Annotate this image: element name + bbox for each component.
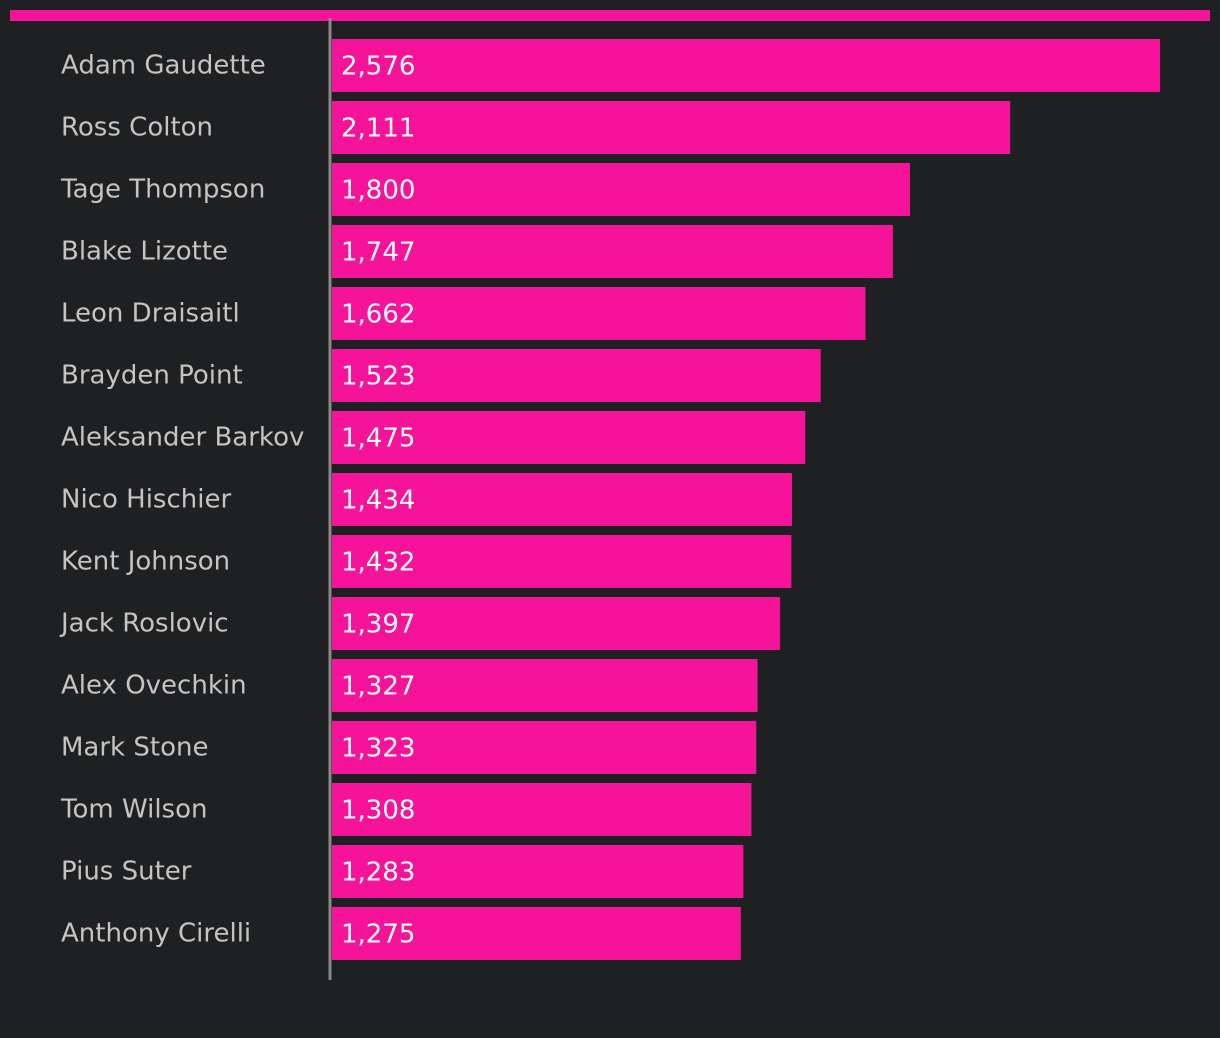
value-label: 1,434 bbox=[341, 486, 415, 516]
bar bbox=[332, 845, 744, 898]
category-label: Adam Gaudette bbox=[61, 51, 266, 81]
bar bbox=[332, 535, 792, 588]
value-label: 1,432 bbox=[341, 548, 415, 578]
value-label: 2,111 bbox=[341, 114, 415, 144]
value-label: 1,475 bbox=[341, 424, 415, 454]
value-label: 1,397 bbox=[341, 610, 415, 640]
bar bbox=[332, 39, 1160, 92]
value-label: 2,576 bbox=[341, 52, 415, 82]
category-label: Brayden Point bbox=[61, 361, 243, 391]
category-label: Blake Lizotte bbox=[61, 237, 228, 267]
value-label: 1,662 bbox=[341, 300, 415, 330]
bars bbox=[332, 39, 1160, 960]
category-label: Jack Roslovic bbox=[59, 609, 229, 639]
bar bbox=[332, 659, 758, 712]
category-label: Ross Colton bbox=[61, 113, 213, 143]
bar bbox=[332, 287, 866, 340]
value-label: 1,275 bbox=[341, 920, 415, 950]
bar bbox=[332, 783, 752, 836]
top-accent-rule bbox=[10, 10, 1210, 21]
value-label: 1,747 bbox=[341, 238, 415, 268]
category-label: Pius Suter bbox=[61, 857, 192, 887]
value-label: 1,323 bbox=[341, 734, 415, 764]
category-label: Mark Stone bbox=[61, 733, 208, 763]
category-label: Anthony Cirelli bbox=[61, 919, 251, 949]
category-label: Aleksander Barkov bbox=[61, 423, 304, 453]
bar bbox=[332, 225, 893, 278]
category-label: Alex Ovechkin bbox=[61, 671, 247, 701]
category-label: Kent Johnson bbox=[61, 547, 230, 577]
category-labels: Adam Gaudette Ross Colton Tage Thompson Bla… bbox=[59, 51, 304, 949]
category-label: Leon Draisaitl bbox=[61, 299, 240, 329]
category-label: Tage Thompson bbox=[60, 175, 265, 205]
value-label: 1,523 bbox=[341, 362, 415, 392]
bar bbox=[332, 101, 1011, 154]
bar bbox=[332, 597, 781, 650]
value-label: 1,283 bbox=[341, 858, 415, 888]
value-label: 1,308 bbox=[341, 796, 415, 826]
value-label: 1,800 bbox=[341, 176, 415, 206]
bar bbox=[332, 163, 910, 216]
category-label: Nico Hischier bbox=[61, 485, 231, 515]
value-label: 1,327 bbox=[341, 672, 415, 702]
bar bbox=[332, 721, 757, 774]
bar bbox=[332, 411, 806, 464]
category-label: Tom Wilson bbox=[60, 795, 207, 825]
bar bbox=[332, 349, 821, 402]
value-labels: 2,576 2,111 1,800 1,747 1,662 1,523 1,475 1,434… bbox=[341, 52, 415, 950]
bar bbox=[332, 473, 793, 526]
bar bbox=[332, 907, 741, 960]
